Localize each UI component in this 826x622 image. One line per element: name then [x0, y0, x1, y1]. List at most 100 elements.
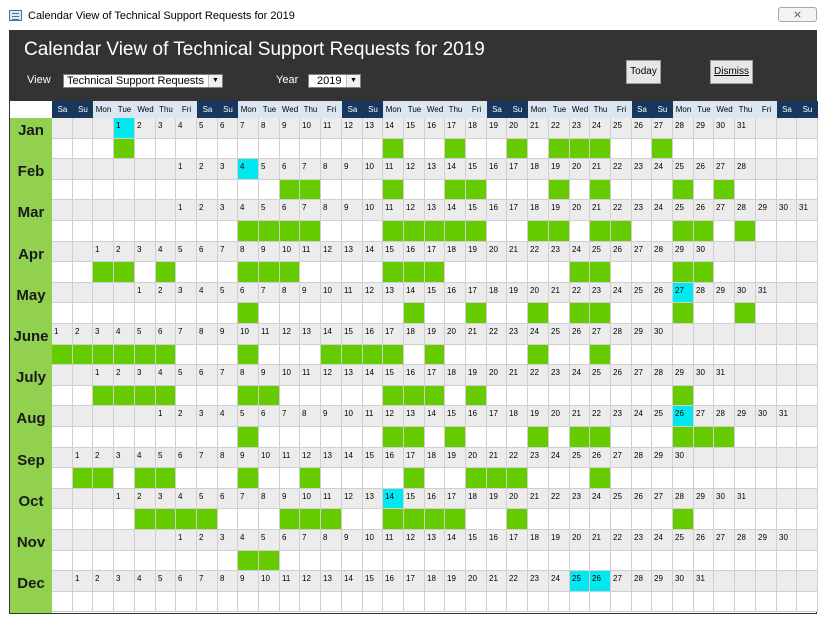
request-marker[interactable]	[445, 427, 466, 448]
day-number-cell[interactable]: 22	[590, 406, 611, 427]
request-marker[interactable]	[549, 180, 570, 200]
day-number-cell[interactable]: 19	[425, 324, 445, 345]
activity-cell[interactable]	[445, 345, 466, 365]
activity-cell[interactable]	[652, 427, 673, 448]
day-number-cell[interactable]: 22	[487, 324, 507, 345]
day-number-cell[interactable]: 14	[363, 365, 383, 386]
request-marker[interactable]	[404, 427, 425, 448]
request-marker[interactable]	[507, 139, 528, 159]
day-number-cell[interactable]: 20	[507, 489, 528, 509]
day-number-cell[interactable]: 11	[300, 242, 321, 262]
request-marker[interactable]	[93, 262, 114, 283]
activity-cell[interactable]	[507, 427, 528, 448]
day-number-cell[interactable]: 5	[197, 118, 218, 139]
day-number-cell[interactable]: 21	[549, 283, 570, 303]
day-number-cell[interactable]: 29	[673, 242, 694, 262]
request-marker[interactable]	[156, 386, 176, 406]
day-number-cell[interactable]: 31	[735, 118, 756, 139]
activity-cell[interactable]	[197, 180, 218, 200]
request-marker[interactable]	[673, 262, 694, 283]
request-marker[interactable]	[135, 345, 156, 365]
day-number-cell[interactable]: 17	[425, 242, 445, 262]
activity-cell[interactable]	[321, 468, 342, 489]
day-number-cell[interactable]: 9	[321, 406, 342, 427]
activity-cell[interactable]	[176, 221, 197, 242]
activity-cell[interactable]	[632, 468, 652, 489]
request-marker[interactable]	[466, 468, 487, 489]
request-marker[interactable]	[570, 139, 590, 159]
day-number-cell[interactable]: 4	[135, 571, 156, 592]
request-marker[interactable]	[238, 468, 259, 489]
request-marker[interactable]	[259, 386, 280, 406]
day-number-cell[interactable]: 28	[632, 448, 652, 468]
day-number-cell[interactable]: 7	[238, 489, 259, 509]
activity-cell[interactable]	[156, 592, 176, 612]
activity-cell[interactable]	[487, 592, 507, 612]
day-number-cell[interactable]: 22	[507, 571, 528, 592]
day-number-cell[interactable]: 19	[445, 571, 466, 592]
activity-cell[interactable]	[363, 509, 383, 530]
activity-cell[interactable]	[342, 303, 363, 324]
day-number-cell[interactable]: 10	[300, 118, 321, 139]
activity-cell[interactable]	[425, 468, 445, 489]
request-marker[interactable]	[425, 509, 445, 530]
activity-cell[interactable]	[218, 139, 238, 159]
activity-cell[interactable]	[425, 551, 445, 571]
activity-cell[interactable]	[507, 386, 528, 406]
activity-cell[interactable]	[321, 303, 342, 324]
day-number-cell[interactable]: 2	[135, 489, 156, 509]
activity-cell[interactable]	[445, 303, 466, 324]
day-number-cell[interactable]: 23	[570, 118, 590, 139]
day-number-cell[interactable]: 1	[73, 448, 93, 468]
activity-cell[interactable]	[652, 262, 673, 283]
activity-cell[interactable]	[777, 221, 797, 242]
request-marker[interactable]	[445, 221, 466, 242]
activity-cell[interactable]	[673, 551, 694, 571]
day-number-cell[interactable]: 9	[238, 448, 259, 468]
day-number-cell[interactable]: 17	[383, 324, 404, 345]
activity-cell[interactable]	[673, 592, 694, 612]
day-number-cell[interactable]: 20	[466, 448, 487, 468]
activity-cell[interactable]	[363, 468, 383, 489]
request-marker[interactable]	[383, 509, 404, 530]
day-number-cell[interactable]: 5	[156, 571, 176, 592]
request-marker[interactable]	[114, 139, 135, 159]
day-number-cell[interactable]: 27	[714, 200, 735, 221]
activity-cell[interactable]	[507, 592, 528, 612]
request-marker[interactable]	[280, 262, 300, 283]
activity-cell[interactable]	[176, 262, 197, 283]
day-number-cell[interactable]: 1	[73, 571, 93, 592]
activity-cell[interactable]	[300, 139, 321, 159]
activity-cell[interactable]	[218, 345, 238, 365]
activity-cell[interactable]	[363, 551, 383, 571]
day-number-cell[interactable]: 14	[383, 118, 404, 139]
day-number-cell[interactable]: 8	[238, 365, 259, 386]
day-number-cell[interactable]: 25	[632, 283, 652, 303]
activity-cell[interactable]	[549, 386, 570, 406]
day-number-cell[interactable]: 25	[673, 159, 694, 180]
activity-cell[interactable]	[197, 468, 218, 489]
day-number-cell[interactable]: 23	[590, 283, 611, 303]
activity-cell[interactable]	[507, 345, 528, 365]
activity-cell[interactable]	[590, 592, 611, 612]
day-number-cell[interactable]: 13	[404, 406, 425, 427]
day-number-cell[interactable]: 19	[487, 118, 507, 139]
activity-cell[interactable]	[549, 509, 570, 530]
day-number-cell[interactable]: 25	[673, 200, 694, 221]
day-number-cell[interactable]: 8	[218, 571, 238, 592]
day-number-cell[interactable]: 4	[176, 489, 197, 509]
request-marker[interactable]	[404, 262, 425, 283]
day-number-cell[interactable]: 13	[425, 159, 445, 180]
activity-cell[interactable]	[714, 139, 735, 159]
day-number-cell[interactable]: 24	[652, 200, 673, 221]
request-marker[interactable]	[300, 509, 321, 530]
request-marker[interactable]	[238, 386, 259, 406]
request-marker[interactable]	[321, 345, 342, 365]
day-number-cell[interactable]: 1	[156, 406, 176, 427]
activity-cell[interactable]	[632, 262, 652, 283]
day-number-cell[interactable]: 4	[156, 365, 176, 386]
day-number-cell[interactable]: 12	[321, 365, 342, 386]
activity-cell[interactable]	[300, 345, 321, 365]
day-number-cell[interactable]: 3	[197, 406, 218, 427]
activity-cell[interactable]	[363, 386, 383, 406]
